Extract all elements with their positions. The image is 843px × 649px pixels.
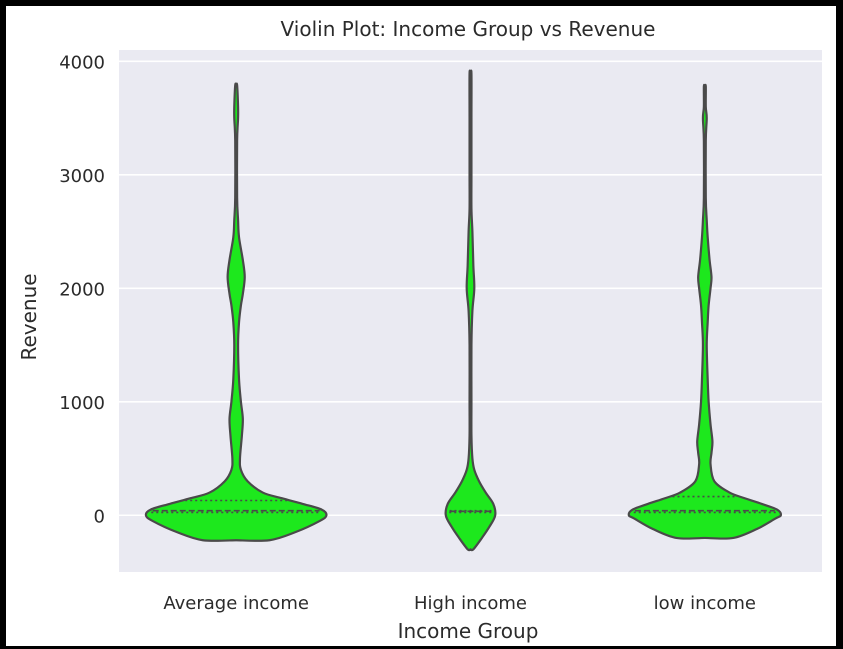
- y-tick-label: 4000: [59, 52, 105, 73]
- y-tick-label: 2000: [59, 279, 105, 300]
- x-tick-label: High income: [414, 593, 527, 614]
- figure-canvas: 0 1000 2000 3000 4000 Average income High inc…: [6, 6, 836, 646]
- violins: [144, 69, 782, 552]
- x-tick-label: low income: [654, 593, 756, 614]
- y-tick-label: 0: [94, 506, 105, 527]
- violin-body: [144, 82, 328, 542]
- y-tick-labels: 0 1000 2000 3000 4000: [59, 52, 105, 527]
- violin-1: [444, 69, 497, 552]
- violin-body: [444, 69, 497, 552]
- y-tick-label: 3000: [59, 166, 105, 187]
- x-tick-label: Average income: [163, 593, 309, 614]
- violin-0: [144, 82, 328, 542]
- x-tick-labels: Average income High income low income: [163, 593, 756, 614]
- y-tick-label: 1000: [59, 393, 105, 414]
- y-axis-label: Revenue: [17, 273, 41, 360]
- violin-chart: 0 1000 2000 3000 4000 Average income High inc…: [17, 17, 822, 643]
- chart-title: Violin Plot: Income Group vs Revenue: [281, 17, 656, 41]
- violin-2: [627, 83, 782, 540]
- x-axis-label: Income Group: [398, 619, 539, 643]
- violin-body: [627, 83, 782, 540]
